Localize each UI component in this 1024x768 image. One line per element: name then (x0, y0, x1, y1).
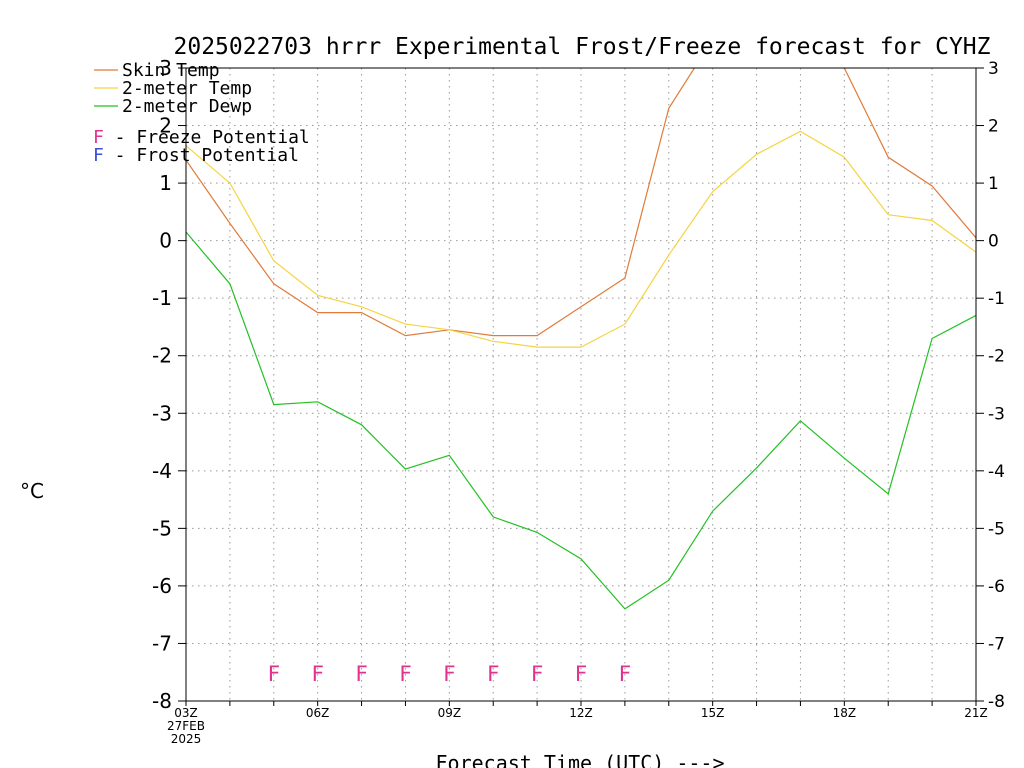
freeze-potential-legend: F - Freeze Potential (93, 127, 310, 148)
y-tick-label-right: 3 (988, 59, 999, 79)
x-tick-label: 06Z (306, 706, 330, 720)
y-tick-label-right: -1 (988, 289, 1005, 309)
freeze-potential-marker: F (443, 662, 456, 686)
y-tick-label-right: 1 (988, 174, 999, 194)
y-tick-label-right: -2 (988, 347, 1005, 367)
freeze-potential-marker: F (575, 662, 588, 686)
y-tick-label-right: 2 (988, 117, 999, 137)
series-line-2-meter-temp (186, 130, 976, 348)
y-tick-label-left: -8 (152, 689, 172, 713)
y-tick-label-left: -4 (152, 459, 172, 483)
y-tick-label-left: -3 (152, 401, 172, 425)
y-tick-label-left: 0 (159, 229, 172, 253)
series-lines (186, 68, 976, 610)
x-tick-label: 12Z (569, 706, 593, 720)
legend-label: 2-meter Dewp (122, 96, 252, 117)
legend-label: 2-meter Temp (122, 78, 252, 99)
axis-ticks: -8 -8 -7 -7 -6 -6 -5 -5 -4 -4 -3 -3 -2 -2 -1 -1 0 0 1 1 2 2 3 3… (152, 56, 1005, 746)
x-axis-label: Forecast Time (UTC) ---> (436, 751, 725, 768)
y-tick-label-right: -6 (988, 577, 1005, 597)
frost-potential-legend: F - Frost Potential (93, 145, 299, 166)
x-tick-label: 09Z (438, 706, 462, 720)
chart-title: 2025022703 hrrr Experimental Frost/Freez… (174, 34, 991, 60)
series-line-2-meter-dewp (186, 231, 976, 610)
y-tick-label-right: -7 (988, 634, 1005, 654)
freeze-potential-marker: F (487, 662, 500, 686)
x-tick-label: 03Z (174, 706, 198, 720)
freeze-potential-marker: F (531, 662, 544, 686)
freeze-potential-marker: F (355, 662, 368, 686)
freeze-potential-marker: F (619, 662, 632, 686)
y-tick-label-left: 3 (159, 56, 172, 80)
x-start-date-label: 27FEB (167, 719, 205, 733)
y-tick-label-right: 0 (988, 232, 999, 252)
legend-label: Skin Temp (122, 60, 220, 81)
y-tick-label-right: -4 (988, 462, 1005, 482)
x-tick-label: 18Z (833, 706, 857, 720)
y-tick-label-left: 1 (159, 171, 172, 195)
y-tick-label-right: -5 (988, 519, 1005, 539)
freeze-potential-marker: F (311, 662, 324, 686)
y-tick-label-left: 2 (159, 114, 172, 138)
y-tick-label-left: -7 (152, 631, 172, 655)
y-tick-label-left: -1 (152, 286, 172, 310)
x-tick-label: 15Z (701, 706, 725, 720)
y-axis-label: °C (20, 479, 44, 503)
freeze-potential-marker: F (267, 662, 280, 686)
freeze-potential-marker: F (399, 662, 412, 686)
x-tick-label: 21Z (964, 706, 988, 720)
x-start-date-label: 2025 (171, 732, 202, 746)
y-tick-label-right: -8 (988, 692, 1005, 712)
y-tick-label-left: -5 (152, 516, 172, 540)
y-tick-label-left: -2 (152, 344, 172, 368)
series-line-skin-temp (186, 68, 976, 337)
y-tick-label-left: -6 (152, 574, 172, 598)
y-tick-label-right: -3 (988, 404, 1005, 424)
